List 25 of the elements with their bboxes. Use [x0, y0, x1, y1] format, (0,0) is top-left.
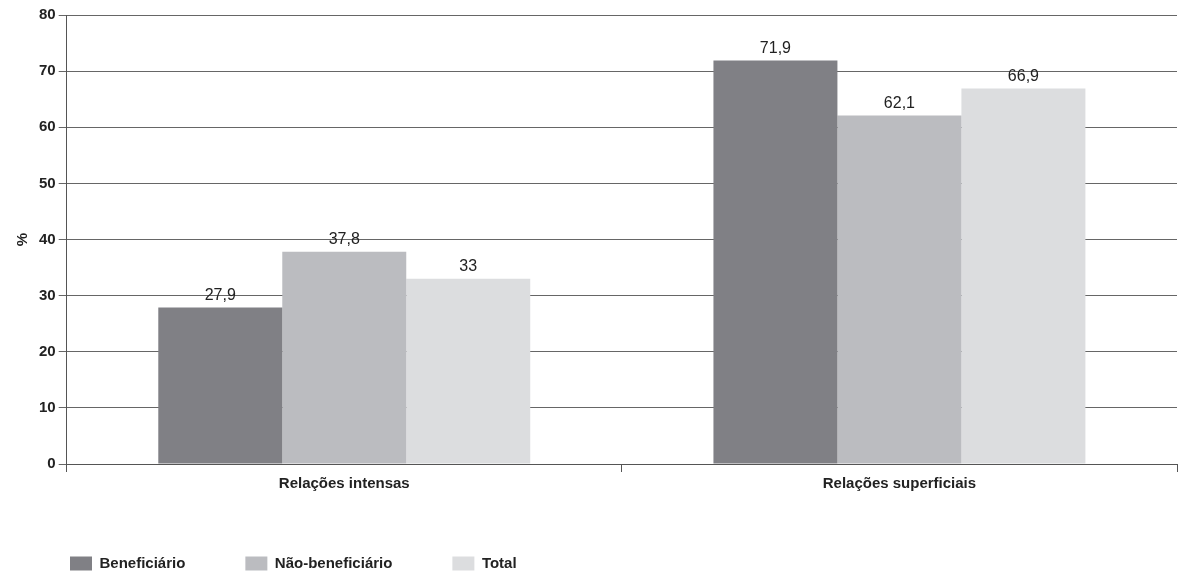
y-tick-label: 60 — [39, 117, 56, 135]
data-label: 66,9 — [1007, 66, 1040, 84]
legend-label: Beneficiário — [99, 553, 186, 571]
data-label: 62,1 — [883, 93, 916, 111]
y-tick-label: 10 — [39, 398, 56, 416]
bar — [158, 307, 283, 464]
data-label: 71,9 — [759, 38, 792, 56]
y-tick-label: 20 — [39, 341, 56, 359]
y-axis-title: % — [13, 232, 31, 247]
legend-label: Não-beneficiário — [274, 553, 393, 571]
legend-label: Total — [481, 553, 517, 571]
y-tick-label: 30 — [39, 285, 56, 303]
x-tick-label: Relações intensas — [278, 474, 410, 492]
y-tick-label: 40 — [39, 229, 56, 247]
x-tick-label: Relações superficiais — [822, 474, 977, 492]
data-label: 33 — [459, 257, 478, 275]
y-tick-label: 0 — [47, 454, 56, 472]
bar — [282, 251, 407, 464]
y-tick-label: 80 — [39, 5, 56, 23]
bar — [837, 115, 962, 464]
y-tick-label: 70 — [39, 61, 56, 79]
bar — [713, 60, 838, 464]
bar — [961, 88, 1086, 464]
y-tick-label: 50 — [39, 173, 56, 191]
bar — [406, 278, 531, 464]
